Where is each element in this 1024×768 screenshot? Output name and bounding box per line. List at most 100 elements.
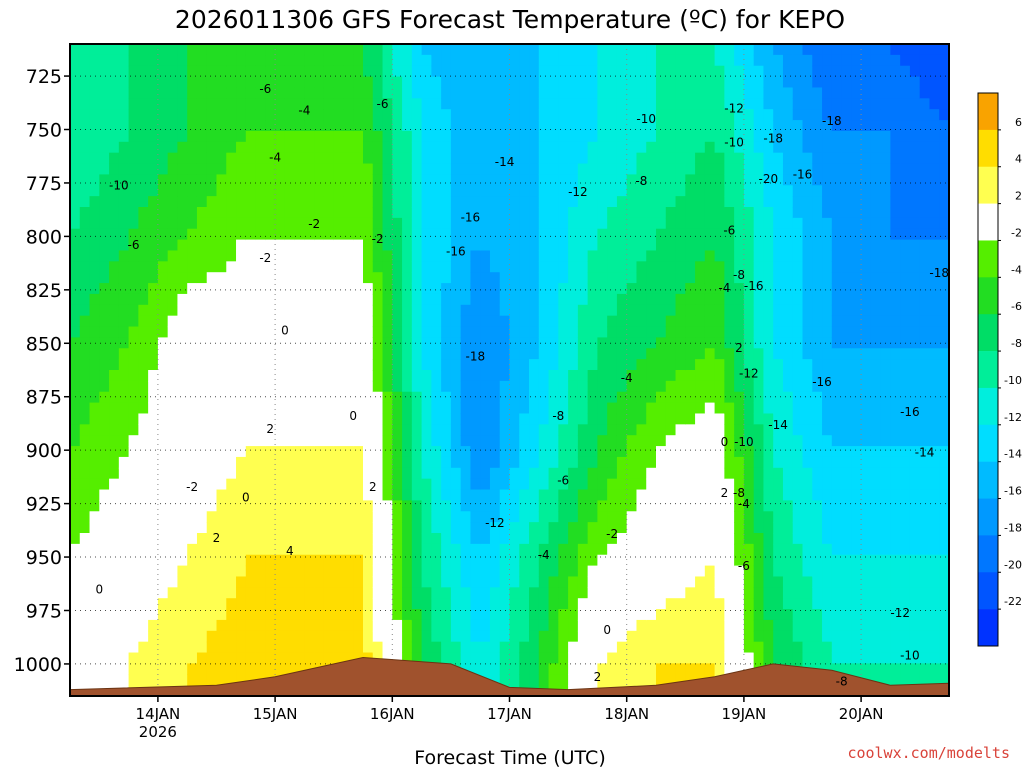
heatmap-cell xyxy=(128,565,139,578)
heatmap-cell xyxy=(548,533,559,545)
heatmap-cell xyxy=(245,609,257,621)
heatmap-cell xyxy=(450,533,462,545)
heatmap-cell xyxy=(304,359,315,371)
heatmap-cell xyxy=(685,348,696,360)
heatmap-cell xyxy=(333,511,345,523)
heatmap-cell xyxy=(734,239,745,252)
heatmap-cell xyxy=(265,587,276,599)
heatmap-cell xyxy=(607,76,618,89)
heatmap-cell xyxy=(831,348,843,360)
heatmap-cell xyxy=(538,152,550,165)
heatmap-cell xyxy=(148,619,159,632)
heatmap-cell xyxy=(421,456,432,469)
heatmap-cell xyxy=(509,120,520,132)
heatmap-cell xyxy=(431,293,442,306)
heatmap-cell xyxy=(470,380,481,393)
heatmap-cell xyxy=(538,674,550,686)
heatmap-cell xyxy=(753,217,765,230)
heatmap-cell xyxy=(245,456,257,469)
heatmap-cell xyxy=(861,543,872,556)
heatmap-cell xyxy=(265,565,276,578)
heatmap-cell xyxy=(870,98,882,110)
heatmap-cell xyxy=(148,391,159,404)
heatmap-cell xyxy=(304,65,315,78)
heatmap-cell xyxy=(304,478,315,491)
heatmap-cell xyxy=(411,120,423,132)
heatmap-cell xyxy=(255,533,266,545)
heatmap-cell xyxy=(402,54,413,67)
heatmap-cell xyxy=(870,424,882,436)
heatmap-cell xyxy=(519,141,530,154)
heatmap-cell xyxy=(89,446,100,458)
heatmap-cell xyxy=(558,533,569,545)
heatmap-cell xyxy=(343,619,354,632)
heatmap-cell xyxy=(636,652,647,664)
heatmap-cell xyxy=(646,87,657,99)
heatmap-cell xyxy=(304,565,315,578)
heatmap-cell xyxy=(402,196,413,208)
heatmap-cell xyxy=(187,554,198,567)
heatmap-cell xyxy=(138,380,149,393)
heatmap-cell xyxy=(441,130,452,143)
heatmap-cell xyxy=(470,522,481,534)
heatmap-cell xyxy=(646,141,657,154)
heatmap-cell xyxy=(665,478,677,491)
heatmap-cell xyxy=(206,217,218,230)
heatmap-cell xyxy=(529,402,540,415)
heatmap-cell xyxy=(636,467,647,480)
heatmap-cell xyxy=(607,152,618,165)
heatmap-cell xyxy=(802,456,813,469)
heatmap-cell xyxy=(509,435,520,447)
heatmap-cell xyxy=(577,261,589,273)
heatmap-cell xyxy=(177,163,188,175)
heatmap-cell xyxy=(255,598,266,610)
heatmap-cell xyxy=(782,283,794,295)
heatmap-cell xyxy=(616,598,628,610)
heatmap-cell xyxy=(216,87,227,99)
heatmap-cell xyxy=(411,598,423,610)
heatmap-cell xyxy=(792,130,804,143)
heatmap-cell xyxy=(226,326,237,338)
heatmap-cell xyxy=(265,130,276,143)
heatmap-cell xyxy=(743,44,755,56)
heatmap-cell xyxy=(216,598,227,610)
heatmap-cell xyxy=(851,315,862,328)
heatmap-cell xyxy=(665,641,677,654)
heatmap-cell xyxy=(548,87,559,99)
heatmap-cell xyxy=(861,500,872,512)
heatmap-cell xyxy=(148,228,159,241)
heatmap-cell xyxy=(79,174,91,186)
heatmap-cell xyxy=(753,283,765,295)
heatmap-cell xyxy=(470,478,481,491)
heatmap-cell xyxy=(724,380,735,393)
heatmap-cell xyxy=(685,522,696,534)
heatmap-cell xyxy=(353,435,364,447)
heatmap-cell xyxy=(841,76,852,89)
heatmap-cell xyxy=(138,467,149,480)
heatmap-cell xyxy=(626,446,638,458)
heatmap-cell xyxy=(538,228,550,241)
heatmap-cell xyxy=(128,174,139,186)
heatmap-cell xyxy=(851,120,862,132)
heatmap-cell xyxy=(529,652,540,664)
heatmap-cell xyxy=(392,87,403,99)
heatmap-cell xyxy=(294,576,305,588)
heatmap-cell xyxy=(636,250,647,262)
heatmap-cell xyxy=(597,576,608,588)
heatmap-cell xyxy=(177,435,188,447)
heatmap-cell xyxy=(304,554,315,567)
heatmap-cell xyxy=(626,522,638,534)
heatmap-cell xyxy=(792,641,804,654)
heatmap-cell xyxy=(89,120,100,132)
heatmap-cell xyxy=(656,641,667,654)
heatmap-cell xyxy=(431,652,442,664)
heatmap-cell xyxy=(880,196,891,208)
heatmap-cell xyxy=(392,522,403,534)
heatmap-cell xyxy=(431,185,442,197)
heatmap-cell xyxy=(695,500,706,512)
heatmap-cell xyxy=(323,641,335,654)
heatmap-cell xyxy=(724,533,735,545)
heatmap-cell xyxy=(226,413,237,425)
heatmap-cell xyxy=(743,413,755,425)
heatmap-cell xyxy=(392,272,403,284)
